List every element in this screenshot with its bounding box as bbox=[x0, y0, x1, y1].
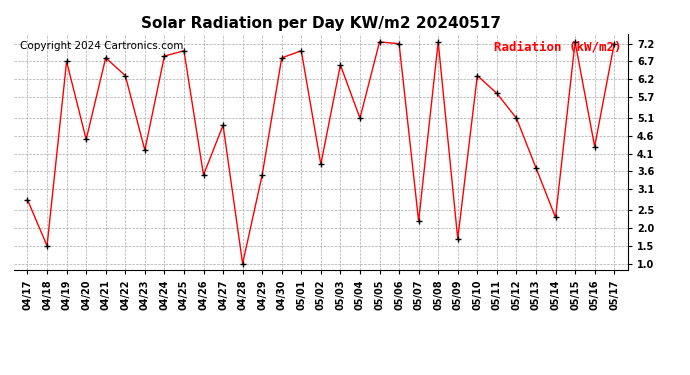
Text: Radiation (kW/m2): Radiation (kW/m2) bbox=[494, 41, 622, 54]
Title: Solar Radiation per Day KW/m2 20240517: Solar Radiation per Day KW/m2 20240517 bbox=[141, 16, 501, 31]
Text: Copyright 2024 Cartronics.com: Copyright 2024 Cartronics.com bbox=[20, 41, 184, 51]
